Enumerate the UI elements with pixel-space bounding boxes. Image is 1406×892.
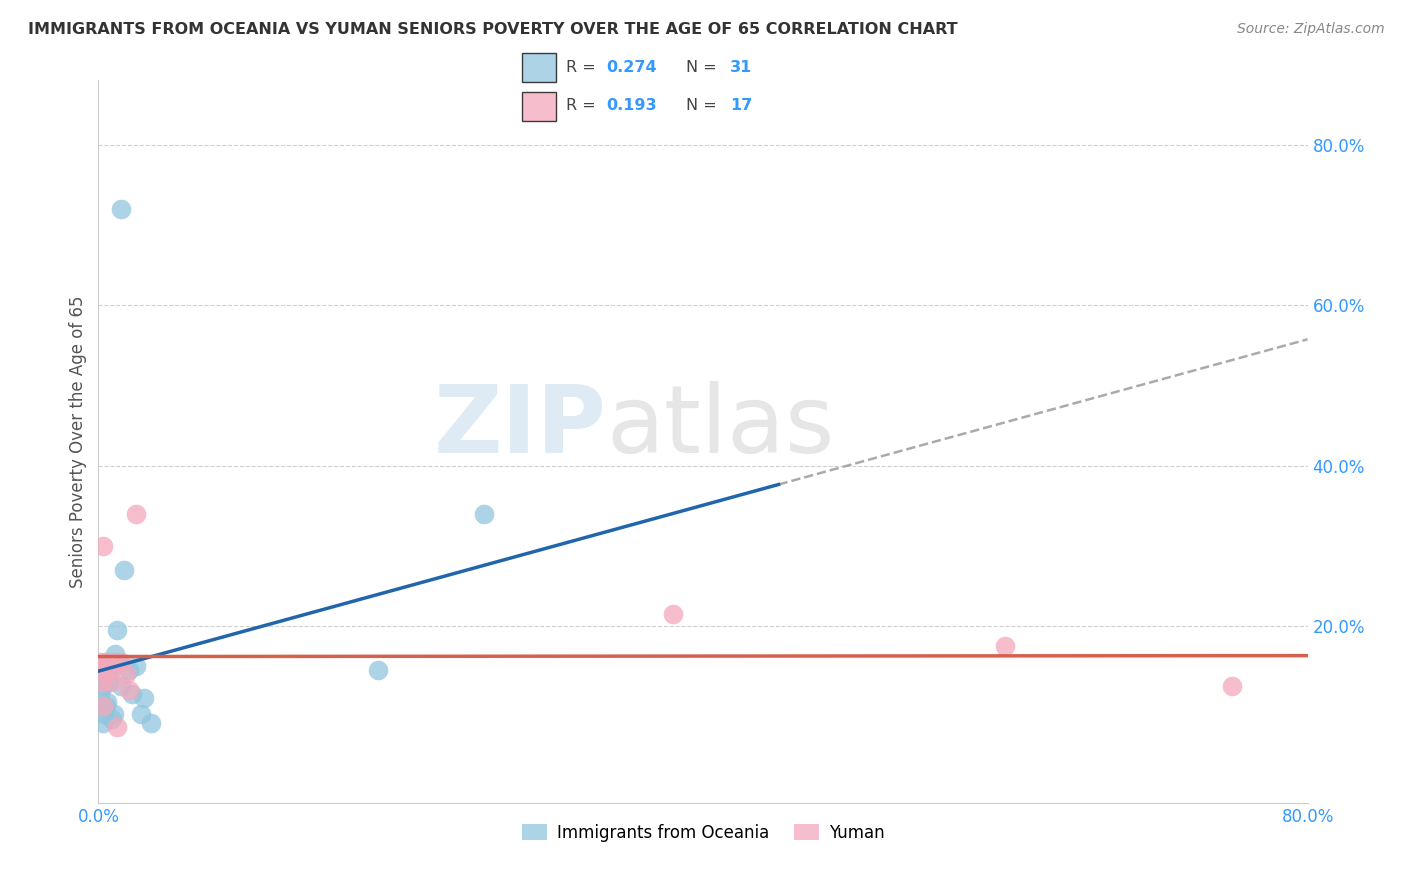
Point (118, 683, 141, 698)
Text: N =: N = (686, 60, 723, 75)
Point (129, 707, 152, 722)
Point (89, 655, 111, 669)
Point (91, 680, 114, 694)
Text: 31: 31 (730, 60, 752, 75)
Point (100, 664, 122, 678)
Point (100, 675, 122, 690)
Point (98, 664, 121, 678)
Point (104, 648, 127, 662)
FancyBboxPatch shape (523, 54, 557, 82)
Point (112, 563, 135, 577)
Point (98, 675, 121, 690)
Point (94, 699, 117, 714)
Point (91, 699, 114, 714)
Point (110, 680, 132, 694)
Point (94, 655, 117, 669)
Point (121, 687, 143, 701)
Point (114, 667, 136, 681)
Text: 0.274: 0.274 (606, 60, 657, 75)
Point (108, 655, 131, 669)
Y-axis label: Seniors Poverty Over the Age of 65: Seniors Poverty Over the Age of 65 (69, 295, 87, 588)
Point (103, 707, 125, 722)
Text: 0.193: 0.193 (606, 98, 657, 113)
Point (125, 659, 148, 673)
Point (103, 655, 125, 669)
Point (994, 639, 1017, 653)
Point (107, 655, 129, 669)
Point (93, 707, 115, 722)
Text: ZIP: ZIP (433, 381, 606, 473)
Point (89, 687, 111, 701)
Text: R =: R = (565, 60, 600, 75)
Point (96, 696, 118, 710)
Legend: Immigrants from Oceania, Yuman: Immigrants from Oceania, Yuman (515, 817, 891, 848)
Text: atlas: atlas (606, 381, 835, 473)
Point (110, 202, 132, 216)
Point (96, 664, 118, 678)
Point (472, 507, 495, 521)
Point (93, 671, 115, 685)
Point (91, 715, 114, 730)
Text: Source: ZipAtlas.com: Source: ZipAtlas.com (1237, 22, 1385, 37)
Text: IMMIGRANTS FROM OCEANIA VS YUMAN SENIORS POVERTY OVER THE AGE OF 65 CORRELATION : IMMIGRANTS FROM OCEANIA VS YUMAN SENIORS… (28, 22, 957, 37)
Text: N =: N = (686, 98, 723, 113)
Point (98, 655, 121, 669)
Point (132, 691, 155, 706)
Point (90, 699, 112, 714)
Point (118, 664, 141, 678)
Point (367, 664, 389, 678)
Text: R =: R = (565, 98, 600, 113)
Point (661, 607, 683, 621)
Point (91, 539, 114, 553)
Point (103, 655, 125, 669)
Text: 17: 17 (730, 98, 752, 113)
Point (93, 664, 115, 678)
Point (110, 655, 132, 669)
Point (90, 675, 112, 690)
Point (1220, 680, 1243, 694)
Point (105, 623, 128, 637)
Point (105, 719, 128, 733)
Point (125, 507, 148, 521)
Point (101, 712, 124, 726)
Point (141, 715, 163, 730)
Point (94, 655, 117, 669)
FancyBboxPatch shape (523, 92, 557, 120)
